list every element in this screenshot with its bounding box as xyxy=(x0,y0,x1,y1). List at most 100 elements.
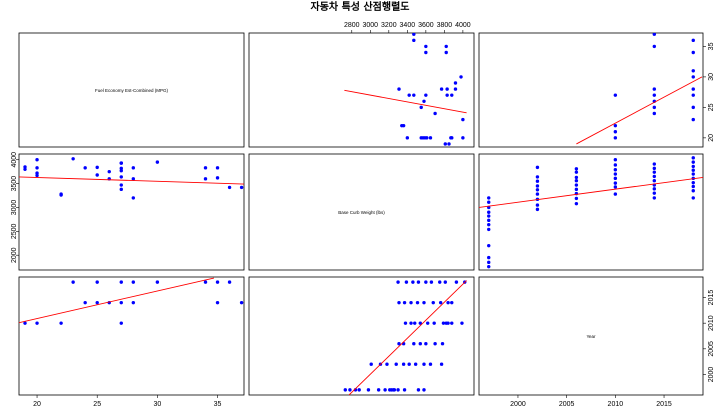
scatter-panel-1-2 xyxy=(479,156,703,269)
scatter-point xyxy=(203,280,208,284)
scatter-point xyxy=(535,192,540,196)
diagonal-label: Fuel Economy Est-Combined (MPG) xyxy=(95,88,169,93)
scatter-point xyxy=(119,161,123,165)
scatter-point xyxy=(405,136,410,140)
scatter-point xyxy=(428,362,433,366)
scatter-point xyxy=(369,362,373,366)
y-tick-label: 2000 xyxy=(11,247,18,263)
scatter-point xyxy=(400,123,404,128)
scatter-point xyxy=(95,165,99,170)
y-tick-label: 2010 xyxy=(708,315,715,331)
scatter-point xyxy=(691,156,695,160)
scatter-point xyxy=(95,173,99,177)
scatter-point xyxy=(454,280,459,284)
x-tick-label: 4000 xyxy=(455,22,471,29)
scatter-point xyxy=(404,280,409,284)
scatter-point xyxy=(691,105,695,110)
scatter-point xyxy=(419,105,423,110)
scatter-point xyxy=(412,93,416,97)
scatter-point xyxy=(444,44,448,49)
scatter-point xyxy=(215,300,220,305)
scatter-point xyxy=(107,169,111,174)
scatter-point xyxy=(376,388,381,392)
scatter-point xyxy=(613,168,618,172)
scatter-point xyxy=(446,300,450,305)
x-tick-label: 3400 xyxy=(400,22,416,29)
x-tick-label: 30 xyxy=(153,401,161,408)
y-tick-label: 3500 xyxy=(11,176,18,192)
scatter-point xyxy=(35,158,39,162)
scatter-point xyxy=(424,341,428,346)
scatter-point xyxy=(402,388,407,392)
scatter-point xyxy=(409,300,413,305)
scatter-point xyxy=(131,196,136,200)
scatter-point xyxy=(445,87,449,91)
scatter-point xyxy=(396,280,400,284)
scatter-point xyxy=(397,341,401,346)
scatter-point xyxy=(574,201,579,206)
scatter-point xyxy=(652,44,657,49)
x-tick-label: 2015 xyxy=(656,401,672,408)
panel-frame-r2-c2 xyxy=(478,276,704,396)
scatter-point xyxy=(487,264,491,269)
scatter-point xyxy=(441,321,446,325)
panel-frame-r2-c0 xyxy=(18,276,245,396)
scatter-point xyxy=(438,300,443,305)
scatter-point xyxy=(691,117,695,122)
scatter-point xyxy=(83,300,87,305)
scatter-panel-1-0 xyxy=(19,157,244,200)
scatter-point xyxy=(403,321,408,325)
scatter-point xyxy=(432,321,436,325)
y-tick-label: 30 xyxy=(708,73,715,81)
scatter-point xyxy=(348,388,352,392)
panels-layer: Fuel Economy Est-Combined (MPG) Base Curb… xyxy=(11,22,715,408)
scatter-point xyxy=(413,362,418,366)
scatter-point xyxy=(424,280,428,284)
scatter-point xyxy=(613,130,618,134)
panel-frame-r0-c1 xyxy=(248,32,475,148)
scatter-point xyxy=(343,388,347,392)
scatter-point xyxy=(407,93,411,97)
scatter-point xyxy=(422,388,426,392)
scatter-point xyxy=(487,196,491,200)
scatter-point xyxy=(652,191,657,195)
scatter-panel-2-1 xyxy=(343,280,467,395)
diagonal-label: Year xyxy=(586,334,596,339)
scatter-point xyxy=(155,160,160,164)
scatter-point xyxy=(426,321,430,325)
scatter-point xyxy=(691,164,695,169)
scatter-point xyxy=(155,280,160,284)
scatter-point xyxy=(652,187,657,191)
scatter-point xyxy=(428,136,433,140)
scatter-point xyxy=(35,321,39,325)
regression-line xyxy=(19,176,244,185)
scatter-point xyxy=(23,165,27,169)
scatter-point xyxy=(613,93,618,97)
scatter-point xyxy=(227,280,232,284)
x-tick-label: 3800 xyxy=(437,22,453,29)
scatter-point xyxy=(487,222,491,227)
x-tick-label: 3600 xyxy=(418,22,434,29)
scatter-point xyxy=(383,388,387,392)
y-tick-label: 35 xyxy=(708,42,715,50)
scatter-point xyxy=(411,280,415,284)
scatter-point xyxy=(535,165,540,170)
scatter-point xyxy=(691,93,695,97)
x-tick-label: 35 xyxy=(214,401,222,408)
scatter-point xyxy=(422,362,426,366)
scatter-point xyxy=(422,99,426,103)
x-tick-label: 2010 xyxy=(608,401,624,408)
scatter-point xyxy=(487,243,491,248)
scatter-point xyxy=(574,167,579,171)
scatter-point xyxy=(691,50,695,55)
scatter-point xyxy=(535,179,540,183)
scatter-point xyxy=(431,300,435,305)
scatter-point xyxy=(613,123,618,128)
scatter-point xyxy=(71,280,75,284)
scatter-point xyxy=(535,175,540,179)
panel-frame-r2-c1 xyxy=(248,276,475,396)
scatter-point xyxy=(409,321,413,325)
scatter-point xyxy=(652,174,657,179)
panel-frame-r0-c0 xyxy=(18,32,245,148)
